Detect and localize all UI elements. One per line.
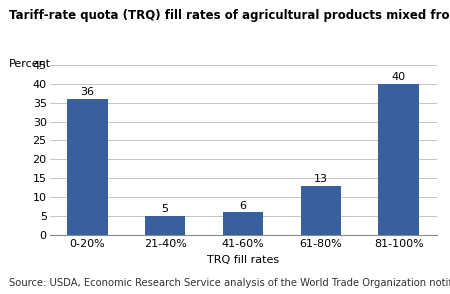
Bar [301,186,341,235]
Bar [67,99,108,235]
Bar [378,83,419,235]
Bar [145,216,185,235]
X-axis label: TRQ fill rates: TRQ fill rates [207,255,279,265]
Text: Source: USDA, Economic Research Service analysis of the World Trade Organization: Source: USDA, Economic Research Service … [9,278,450,288]
Text: 6: 6 [239,201,247,211]
Text: 36: 36 [81,87,94,97]
Text: 40: 40 [392,72,406,82]
Text: Percent: Percent [9,59,51,69]
Bar [223,213,263,235]
Text: Tariff-rate quota (TRQ) fill rates of agricultural products mixed from 2007 to 2: Tariff-rate quota (TRQ) fill rates of ag… [9,9,450,22]
Text: 13: 13 [314,174,328,184]
Text: 5: 5 [162,204,169,214]
